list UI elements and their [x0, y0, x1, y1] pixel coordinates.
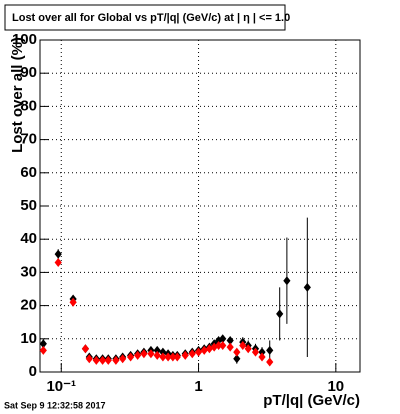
marker — [147, 349, 155, 359]
title-box — [4, 4, 286, 31]
y-tick-label: 40 — [20, 230, 37, 247]
marker — [54, 249, 62, 259]
marker — [219, 340, 227, 350]
x-axis-label: pT/|q| (GeV/c) — [263, 392, 360, 409]
marker — [283, 276, 291, 286]
marker — [112, 355, 120, 365]
marker — [159, 352, 167, 362]
marker — [140, 349, 148, 359]
marker — [233, 347, 241, 357]
marker — [153, 350, 161, 360]
marker — [92, 355, 100, 365]
marker — [258, 352, 266, 362]
marker — [303, 282, 311, 292]
marker — [173, 352, 181, 362]
marker — [85, 354, 93, 364]
x-tick-label: 10⁻¹ — [46, 378, 76, 395]
marker — [119, 354, 127, 364]
marker — [54, 257, 62, 267]
marker — [134, 350, 142, 360]
marker — [233, 354, 241, 364]
x-tick-label: 10 — [327, 378, 344, 395]
marker — [244, 344, 252, 354]
marker — [188, 349, 196, 359]
marker — [169, 352, 177, 362]
marker — [164, 352, 172, 362]
marker — [226, 342, 234, 352]
x-tick-label: 1 — [194, 378, 202, 395]
y-tick-label: 30 — [20, 263, 37, 280]
marker — [266, 345, 274, 355]
marker — [251, 347, 260, 357]
marker — [69, 297, 77, 307]
marker — [81, 344, 90, 354]
marker — [181, 350, 189, 360]
marker — [200, 345, 208, 355]
marker — [266, 357, 274, 367]
marker — [215, 340, 223, 350]
marker — [39, 345, 47, 355]
y-tick-label: 20 — [20, 297, 37, 314]
y-tick-label: 90 — [20, 64, 37, 81]
marker — [127, 352, 135, 362]
footer: Sat Sep 9 12:32:58 2017 — [4, 400, 106, 410]
y-tick-label: 60 — [20, 164, 37, 181]
marker — [98, 355, 107, 365]
y-tick-label: 0 — [29, 363, 37, 380]
y-axis-label: Lost over all (%) — [9, 37, 26, 153]
y-tick-label: 80 — [20, 97, 37, 114]
y-tick-label: 100 — [12, 31, 37, 48]
marker — [239, 340, 247, 350]
marker — [194, 347, 203, 357]
marker — [39, 339, 47, 349]
marker — [258, 347, 266, 357]
chart-title: Lost over all for Global vs pT/|q| (GeV/… — [12, 12, 290, 24]
marker — [159, 347, 167, 357]
marker — [219, 334, 227, 344]
marker — [104, 355, 112, 365]
y-tick-label: 70 — [20, 131, 37, 148]
marker — [226, 335, 234, 345]
y-tick-label: 10 — [20, 330, 37, 347]
marker — [276, 309, 284, 319]
marker — [153, 345, 161, 355]
y-tick-label: 50 — [20, 197, 37, 214]
